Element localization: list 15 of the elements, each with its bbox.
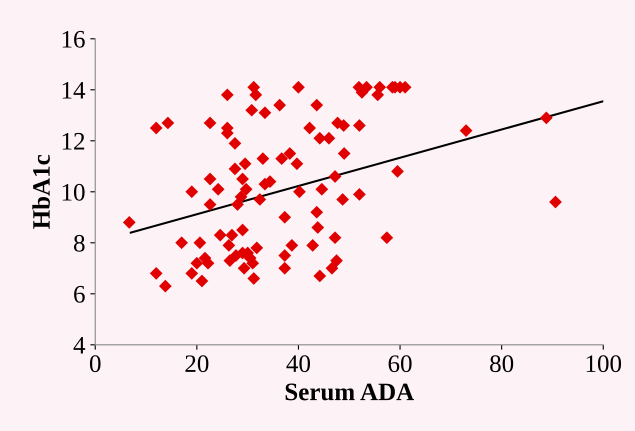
x-tick-label: 60 (388, 355, 412, 372)
y-tick-label: 16 (62, 30, 85, 48)
x-axis-title: Serum ADA (286, 384, 414, 400)
y-tick-label: 14 (62, 82, 86, 98)
y-tick-label: 8 (74, 234, 85, 252)
x-tick-label: 80 (490, 355, 514, 372)
x-tick-label: 20 (185, 355, 208, 372)
y-tick-label: 12 (62, 132, 84, 150)
y-tick-label: 6 (74, 286, 85, 303)
x-tick-label: 0 (90, 355, 101, 372)
x-tick-label: 100 (586, 355, 622, 372)
y-axis-title: HbA1c (32, 154, 50, 229)
x-tick-label: 40 (286, 355, 310, 372)
y-tick-label: 10 (62, 184, 85, 201)
y-tick-label: 4 (74, 337, 86, 354)
